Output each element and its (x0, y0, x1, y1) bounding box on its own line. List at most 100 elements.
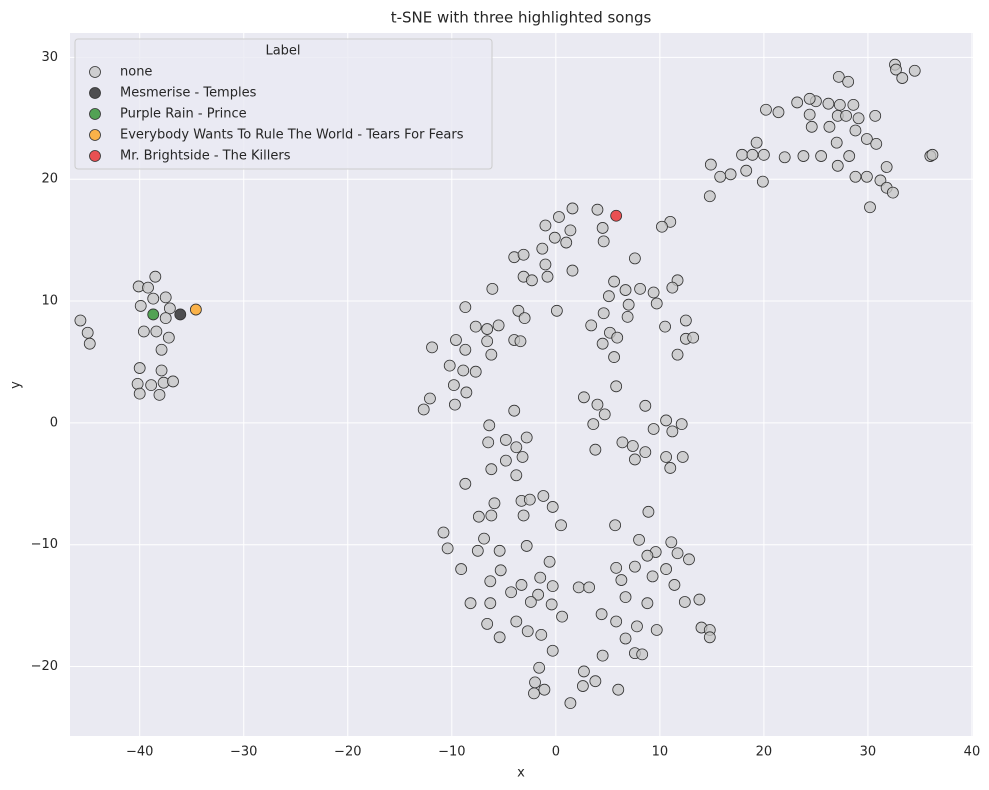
point (485, 463, 498, 476)
point (533, 661, 546, 674)
point (656, 220, 668, 233)
x-tick-label: −40 (126, 745, 153, 760)
point (485, 509, 498, 522)
point (578, 665, 590, 678)
point (155, 364, 168, 377)
point (639, 399, 652, 412)
point (163, 302, 176, 315)
point (564, 697, 577, 710)
point (481, 618, 494, 630)
point (539, 258, 552, 271)
point (521, 625, 534, 638)
point (538, 683, 551, 696)
point (532, 588, 545, 601)
point (514, 335, 527, 348)
point (616, 436, 629, 449)
point (520, 431, 533, 444)
legend-label: none (120, 65, 152, 80)
x-tick-label: 30 (860, 745, 877, 760)
point (493, 544, 506, 557)
x-tick-label: 20 (756, 745, 773, 760)
point (426, 341, 438, 354)
point (610, 209, 623, 222)
point (142, 281, 154, 294)
point (134, 300, 147, 312)
point (687, 331, 700, 344)
point (671, 547, 684, 560)
point (526, 274, 538, 287)
point (560, 236, 573, 249)
chart-title: t-SNE with three highlighted songs (391, 9, 652, 27)
point (647, 423, 660, 435)
y-axis-label: y (9, 381, 24, 389)
y-tick-label: −10 (31, 537, 58, 552)
point (508, 404, 521, 417)
point (870, 137, 883, 150)
point (602, 290, 615, 303)
point (74, 314, 87, 327)
x-tick-label: 0 (552, 745, 560, 760)
point (174, 308, 187, 321)
point (131, 377, 144, 390)
point (626, 440, 639, 452)
point (457, 364, 470, 377)
point (447, 379, 460, 392)
point (518, 312, 531, 324)
point (615, 574, 628, 586)
point (880, 161, 893, 173)
point (860, 170, 873, 183)
x-tick-label: −30 (230, 745, 257, 760)
point (703, 631, 716, 644)
point (642, 505, 655, 518)
point (133, 387, 146, 400)
point (145, 379, 158, 392)
point (621, 310, 634, 323)
point (536, 242, 549, 255)
point (840, 109, 852, 122)
point (636, 648, 649, 661)
point (815, 150, 828, 162)
point (481, 335, 494, 348)
legend-label: Mr. Brightside - The Killers (120, 149, 291, 164)
point (572, 581, 585, 594)
point (757, 148, 770, 161)
point (417, 403, 430, 416)
point (576, 680, 589, 692)
point (595, 608, 608, 621)
point (803, 108, 816, 121)
point (162, 331, 175, 344)
point (553, 211, 565, 223)
point (494, 564, 507, 577)
point (133, 362, 146, 374)
point (499, 434, 512, 446)
point (597, 235, 610, 248)
y-tick-label: 0 (50, 415, 58, 430)
point (523, 493, 536, 506)
point (566, 264, 579, 277)
point (537, 490, 550, 502)
point (545, 598, 558, 611)
x-tick-label: −10 (438, 745, 465, 760)
point (736, 148, 748, 161)
point (847, 98, 860, 111)
x-tick-label: 10 (652, 745, 669, 760)
point (676, 451, 689, 463)
point (832, 70, 845, 83)
point (543, 555, 556, 568)
point (459, 477, 472, 490)
point (585, 319, 598, 332)
point (155, 343, 168, 356)
point (849, 170, 862, 183)
legend-title: Label (265, 44, 300, 59)
point (450, 334, 462, 346)
point (483, 419, 496, 432)
point (660, 563, 673, 575)
point (510, 441, 523, 454)
legend-label: Everybody Wants To Rule The World - Tear… (120, 128, 464, 143)
point (484, 597, 497, 610)
legend-marker (89, 108, 101, 120)
point (612, 683, 625, 696)
point (896, 72, 909, 84)
point (596, 337, 609, 350)
point (535, 628, 548, 641)
